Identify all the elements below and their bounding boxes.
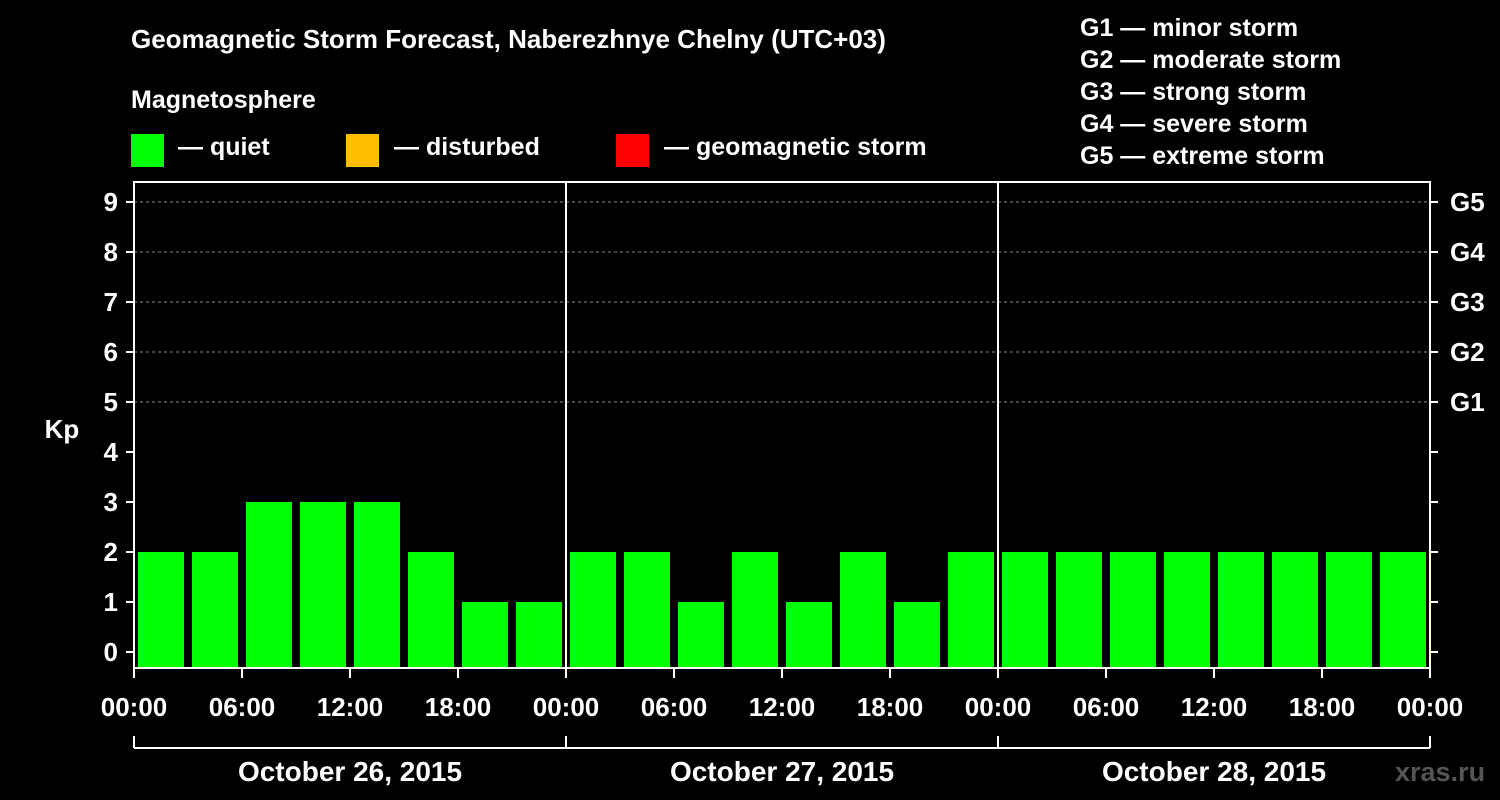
- y-tick-label-1: 1: [104, 587, 118, 617]
- x-tick-label-0: 00:00: [101, 692, 168, 722]
- legend-swatch-quiet: [131, 134, 164, 167]
- bar-11: [732, 552, 778, 668]
- y-tick-label-7: 7: [104, 287, 118, 317]
- x-tick-label-2: 12:00: [317, 692, 384, 722]
- right-tick-label-g1: G1: [1450, 387, 1485, 417]
- x-tick-label-12: 00:00: [1397, 692, 1464, 722]
- day-label-0: October 26, 2015: [238, 756, 462, 787]
- bar-16: [1002, 552, 1048, 668]
- right-tick-label-g5: G5: [1450, 187, 1485, 217]
- x-tick-label-10: 12:00: [1181, 692, 1248, 722]
- y-tick-label-6: 6: [104, 337, 118, 367]
- legend-label-disturbed: — disturbed: [394, 133, 540, 161]
- y-tick-label-2: 2: [104, 537, 118, 567]
- y-tick-label-0: 0: [104, 637, 118, 667]
- watermark: xras.ru: [1395, 757, 1486, 787]
- bar-23: [1380, 552, 1426, 668]
- storm-scale-g5: G5 — extreme storm: [1080, 142, 1325, 170]
- right-tick-label-g2: G2: [1450, 337, 1485, 367]
- bar-1: [192, 552, 238, 668]
- day-label-1: October 27, 2015: [670, 756, 894, 787]
- bar-12: [786, 602, 832, 668]
- x-tick-label-5: 06:00: [641, 692, 708, 722]
- storm-scale-g2: G2 — moderate storm: [1080, 46, 1342, 74]
- bar-13: [840, 552, 886, 668]
- x-tick-label-1: 06:00: [209, 692, 276, 722]
- right-tick-label-g3: G3: [1450, 287, 1485, 317]
- y-tick-label-9: 9: [104, 187, 118, 217]
- x-tick-label-9: 06:00: [1073, 692, 1140, 722]
- bar-10: [678, 602, 724, 668]
- right-tick-label-g4: G4: [1450, 237, 1485, 267]
- x-tick-label-11: 18:00: [1289, 692, 1356, 722]
- bar-3: [300, 502, 346, 668]
- x-tick-label-6: 12:00: [749, 692, 816, 722]
- y-tick-label-3: 3: [104, 487, 118, 517]
- chart-title: Geomagnetic Storm Forecast, Naberezhnye …: [131, 24, 886, 54]
- legend-label-quiet: — quiet: [178, 133, 270, 161]
- storm-scale-legend: G1 — minor storm G2 — moderate storm G3 …: [1080, 12, 1341, 172]
- bar-4: [354, 502, 400, 668]
- bar-8: [570, 552, 616, 668]
- bar-14: [894, 602, 940, 668]
- y-tick-label-5: 5: [104, 387, 118, 417]
- legend-label-storm: — geomagnetic storm: [664, 133, 927, 161]
- bar-0: [138, 552, 184, 668]
- legend-swatch-storm: [616, 134, 649, 167]
- storm-scale-g4: G4 — severe storm: [1080, 110, 1308, 138]
- y-axis-label: Kp: [45, 414, 80, 444]
- x-tick-label-8: 00:00: [965, 692, 1032, 722]
- legend-heading: Magnetosphere: [131, 86, 316, 114]
- storm-scale-g1: G1 — minor storm: [1080, 14, 1299, 42]
- x-tick-label-7: 18:00: [857, 692, 924, 722]
- bar-9: [624, 552, 670, 668]
- bar-7: [516, 602, 562, 668]
- bar-15: [948, 552, 994, 668]
- y-tick-label-4: 4: [104, 437, 119, 467]
- day-label-2: October 28, 2015: [1102, 756, 1326, 787]
- bar-21: [1272, 552, 1318, 668]
- bar-19: [1164, 552, 1210, 668]
- bar-5: [408, 552, 454, 668]
- bar-20: [1218, 552, 1264, 668]
- legend-swatch-disturbed: [346, 134, 379, 167]
- bar-2: [246, 502, 292, 668]
- bar-22: [1326, 552, 1372, 668]
- x-tick-label-3: 18:00: [425, 692, 492, 722]
- bar-17: [1056, 552, 1102, 668]
- y-tick-label-8: 8: [104, 237, 118, 267]
- x-tick-label-4: 00:00: [533, 692, 600, 722]
- bar-6: [462, 602, 508, 668]
- storm-scale-g3: G3 — strong storm: [1080, 78, 1307, 106]
- bar-18: [1110, 552, 1156, 668]
